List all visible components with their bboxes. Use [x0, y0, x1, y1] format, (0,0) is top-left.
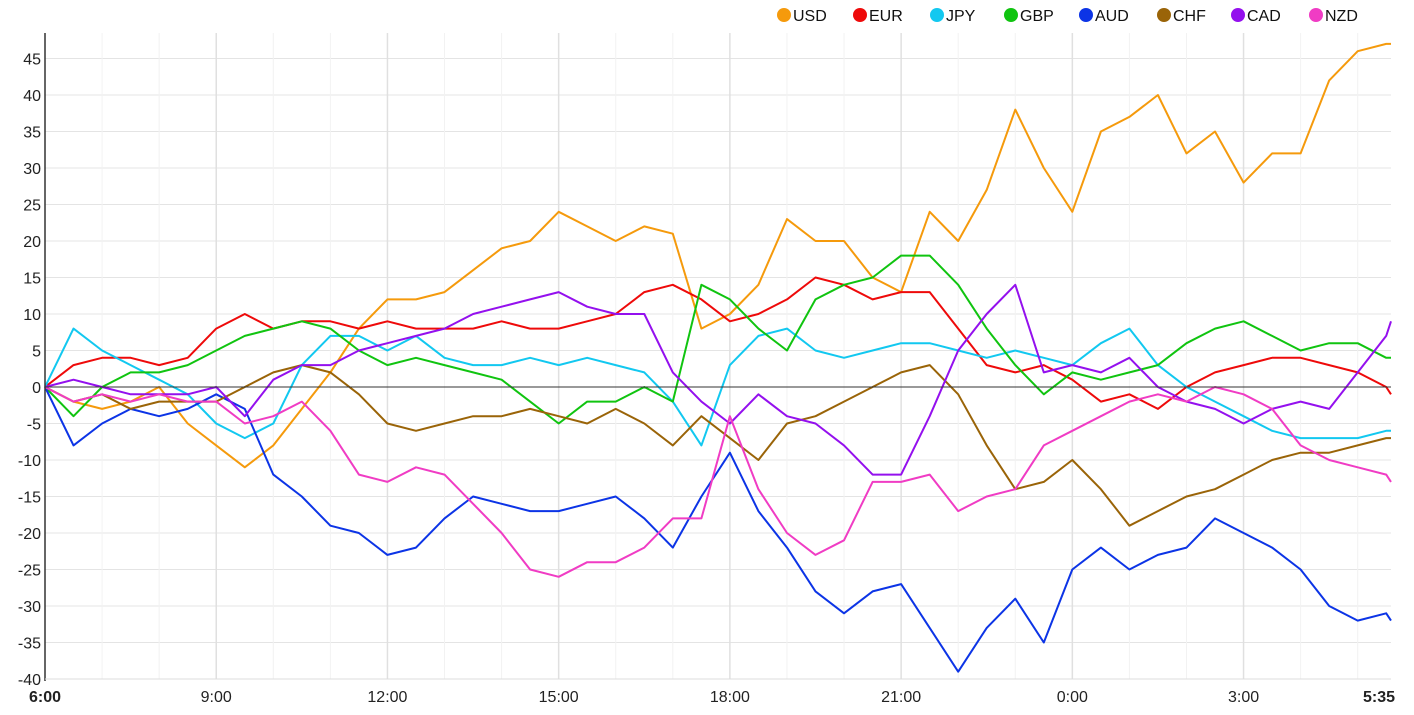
legend-marker-chf	[1157, 8, 1171, 22]
y-tick-label: -25	[18, 563, 41, 580]
y-tick-label: 15	[23, 271, 41, 288]
series-line-usd	[44, 42, 1391, 469]
series-line-aud	[44, 386, 1392, 673]
legend-item-jpy[interactable]: JPY	[930, 8, 976, 25]
legend-label: CAD	[1247, 8, 1281, 25]
y-tick-label: 5	[32, 344, 41, 361]
x-tick-label: 15:00	[539, 689, 579, 706]
legend-marker-jpy	[930, 8, 944, 22]
y-tick-label: -40	[18, 672, 41, 689]
legend-marker-usd	[777, 8, 791, 22]
x-tick-label: 21:00	[881, 689, 921, 706]
legend-item-nzd[interactable]: NZD	[1309, 8, 1358, 25]
series-line-chf	[44, 364, 1391, 527]
legend-marker-cad	[1231, 8, 1245, 22]
y-tick-label: 35	[23, 125, 41, 142]
legend-label: GBP	[1020, 8, 1054, 25]
legend-label: USD	[793, 8, 827, 25]
series-line-gbp	[44, 254, 1391, 425]
legend-item-gbp[interactable]: GBP	[1004, 8, 1054, 25]
legend-marker-aud	[1079, 8, 1093, 22]
legend-label: EUR	[869, 8, 903, 25]
x-tick-label: 6:00	[29, 689, 61, 706]
y-tick-label: 0	[32, 380, 41, 397]
x-tick-label: 12:00	[367, 689, 407, 706]
y-tick-label: 20	[23, 234, 41, 251]
y-tick-label: -10	[18, 453, 41, 470]
x-tick-label: 3:00	[1228, 689, 1259, 706]
legend-marker-eur	[853, 8, 867, 22]
y-tick-label: -30	[18, 599, 41, 616]
legend-marker-nzd	[1309, 8, 1323, 22]
y-tick-label: -20	[18, 526, 41, 543]
legend-item-aud[interactable]: AUD	[1079, 8, 1129, 25]
legend: USD EUR JPY GBP AUD CHF CAD NZD	[777, 8, 1358, 25]
legend-label: NZD	[1325, 8, 1358, 25]
series-lines	[44, 42, 1392, 673]
y-tick-label: 40	[23, 88, 41, 105]
grid	[45, 33, 1391, 680]
y-tick-label: 45	[23, 52, 41, 69]
y-tick-label: 10	[23, 307, 41, 324]
y-tick-label: -5	[27, 417, 41, 434]
legend-item-cad[interactable]: CAD	[1231, 8, 1281, 25]
y-tick-label: 30	[23, 161, 41, 178]
legend-label: JPY	[946, 8, 976, 25]
x-tick-label: 9:00	[201, 689, 232, 706]
axes: 45 40 35 30 25 20 15 10 5 0 -5 -10 -15 -20 -25 -30 -35 -4…	[18, 33, 1395, 706]
x-tick-label: 5:35	[1363, 689, 1395, 706]
legend-marker-gbp	[1004, 8, 1018, 22]
y-tick-label: -15	[18, 490, 41, 507]
x-tick-label: 18:00	[710, 689, 750, 706]
legend-item-usd[interactable]: USD	[777, 8, 827, 25]
x-tick-label: 0:00	[1057, 689, 1088, 706]
y-tick-label: -35	[18, 636, 41, 653]
y-tick-label: 25	[23, 198, 41, 215]
legend-item-chf[interactable]: CHF	[1157, 8, 1206, 25]
legend-item-eur[interactable]: EUR	[853, 8, 903, 25]
legend-label: CHF	[1173, 8, 1206, 25]
legend-label: AUD	[1095, 8, 1129, 25]
series-line-nzd	[44, 386, 1392, 578]
